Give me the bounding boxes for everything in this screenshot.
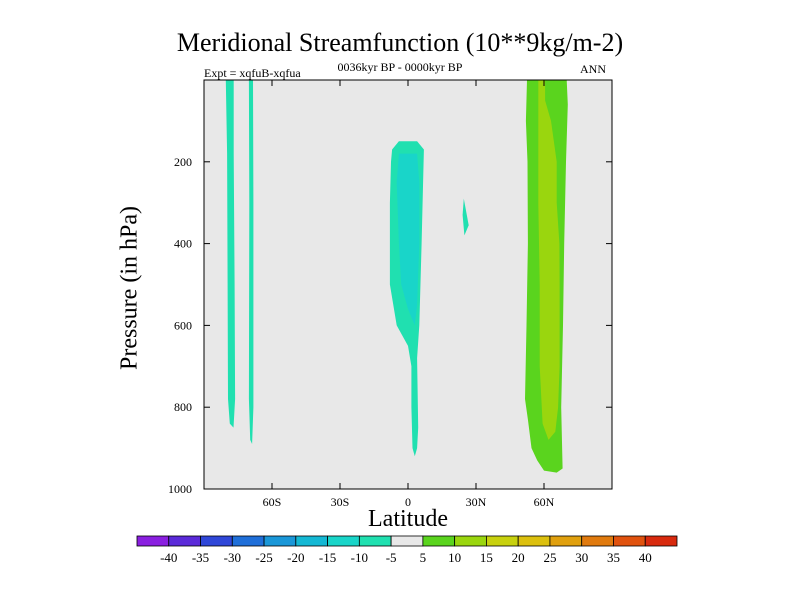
y-tick-label: 800 bbox=[174, 400, 192, 414]
y-tick-label: 200 bbox=[174, 155, 192, 169]
colorbar-label: 30 bbox=[575, 550, 588, 565]
contour-cell-60N-inner bbox=[538, 80, 560, 440]
y-tick-label: 600 bbox=[174, 318, 192, 332]
colorbar-label: 25 bbox=[543, 550, 556, 565]
colorbar-box bbox=[295, 535, 328, 547]
y-tick-label: 1000 bbox=[168, 482, 192, 496]
chart-subtitle-left: Expt = xqfuB-xqfua bbox=[204, 66, 301, 80]
y-tick-label: 400 bbox=[174, 237, 192, 251]
chart-title: Meridional Streamfunction (10**9kg/m-2) bbox=[176, 28, 624, 57]
colorbar-label: -10 bbox=[351, 550, 368, 565]
colorbar-box bbox=[358, 535, 392, 547]
colorbar-box bbox=[263, 535, 297, 547]
colorbar-box bbox=[231, 535, 265, 547]
colorbar-label: -25 bbox=[255, 550, 272, 565]
colorbar-label: 15 bbox=[480, 550, 493, 565]
colorbar-label: 40 bbox=[639, 550, 652, 565]
chart-subtitle-right: ANN bbox=[580, 62, 606, 76]
colorbar-label: -40 bbox=[160, 550, 177, 565]
colorbar-label: 5 bbox=[420, 550, 427, 565]
colorbar-box bbox=[327, 535, 360, 547]
colorbar-box bbox=[422, 535, 456, 547]
colorbar-box bbox=[390, 535, 424, 547]
colorbar-label: 20 bbox=[512, 550, 525, 565]
x-tick-label: 60S bbox=[263, 495, 282, 509]
x-tick-label: 30N bbox=[466, 495, 487, 509]
contour-cell-80S bbox=[225, 80, 236, 428]
x-tick-label: 60N bbox=[534, 495, 555, 509]
colorbar-label: -15 bbox=[319, 550, 336, 565]
colorbar-label: -5 bbox=[386, 550, 397, 565]
colorbar-label: -30 bbox=[224, 550, 241, 565]
colorbar-box bbox=[168, 535, 201, 547]
colorbar-box bbox=[454, 535, 487, 547]
colorbar-box bbox=[613, 535, 646, 547]
colorbar-box bbox=[581, 535, 614, 547]
colorbar-label: 35 bbox=[607, 550, 620, 565]
contour-cell-25N bbox=[462, 198, 469, 236]
colorbar-box bbox=[136, 535, 170, 547]
contour-cell-equator-inner bbox=[396, 153, 420, 326]
colorbar-label: -35 bbox=[192, 550, 209, 565]
x-tick-label: 30S bbox=[331, 495, 350, 509]
contour-cell-70S bbox=[248, 80, 254, 444]
colorbar-box bbox=[200, 535, 233, 547]
chart-subtitle-center: 0036kyr BP - 0000kyr BP bbox=[337, 60, 463, 74]
colorbar-label: 10 bbox=[448, 550, 461, 565]
colorbar-box bbox=[486, 535, 519, 547]
colorbar-box bbox=[549, 535, 583, 547]
colorbar-box bbox=[517, 535, 551, 547]
x-tick-label: 0 bbox=[405, 495, 411, 509]
colorbar-box bbox=[644, 535, 678, 547]
colorbar-label: -20 bbox=[287, 550, 304, 565]
x-axis-label: Latitude bbox=[368, 506, 448, 532]
